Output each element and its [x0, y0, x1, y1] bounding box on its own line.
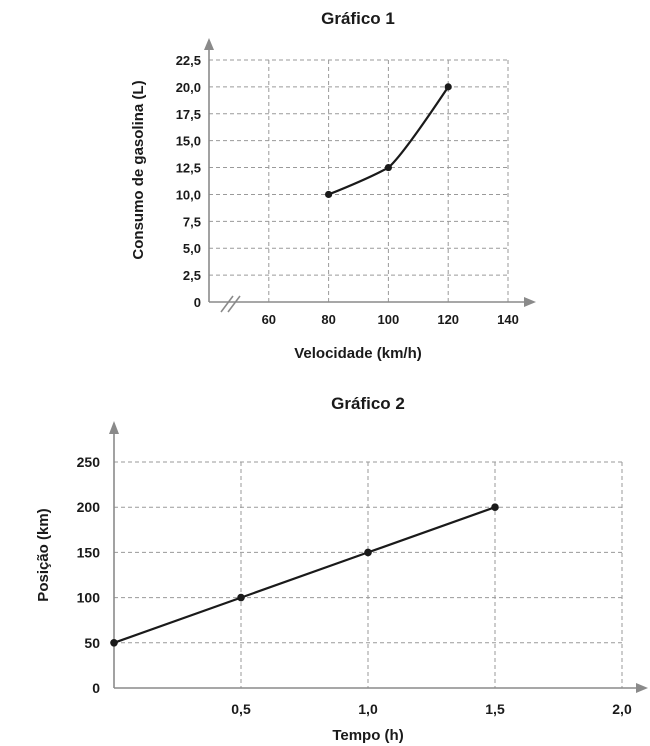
chart-2-y-tick-label: 50	[84, 635, 100, 651]
chart-1-title: Gráfico 1	[321, 9, 395, 28]
chart-2-y-tick-label: 0	[92, 680, 100, 696]
chart-1-grid	[209, 59, 509, 302]
chart-1-x-axis-label: Velocidade (km/h)	[294, 345, 422, 362]
chart-1-y-tick-label: 15,0	[176, 134, 201, 149]
chart-2-series-line	[113, 506, 496, 644]
chart-1-x-tick-label: 120	[437, 312, 459, 327]
chart-2-x-tick-label: 2,0	[612, 701, 632, 717]
chart-1-y-tick-label: 17,5	[176, 107, 201, 122]
chart-1-y-tick-label: 7,5	[183, 214, 201, 229]
chart-2-y-tick-label: 150	[77, 544, 101, 560]
chart-2-x-tick-label: 1,0	[358, 701, 378, 717]
chart-1-y-axis-arrow	[204, 38, 214, 50]
chart-2-data-point	[491, 503, 499, 512]
chart-2-grid	[114, 461, 623, 688]
chart-1-y-tick-label: 0	[194, 295, 201, 310]
chart-1-y-tick-label: 10,0	[176, 187, 201, 202]
chart-1-x-ticks: 60 80 100 120 140	[262, 312, 519, 327]
chart-1-data-point	[444, 83, 452, 91]
chart-2: Gráfico 2 0 50 100 150 200 250 0,5 1,0 1,5 2,0 T…	[35, 394, 648, 744]
chart-2-data-point	[110, 639, 118, 647]
chart-1-y-tick-label: 12,5	[176, 161, 201, 176]
chart-2-x-ticks: 0,5 1,0 1,5 2,0	[231, 701, 632, 717]
chart-2-x-axis-arrow	[636, 683, 648, 693]
chart-2-axes	[109, 421, 648, 693]
chart-1-x-tick-label: 100	[378, 312, 400, 327]
chart-1-series	[325, 83, 452, 199]
chart-1-data-point	[325, 190, 333, 199]
chart-1-data-point	[384, 163, 392, 172]
chart-2-y-tick-label: 250	[77, 454, 101, 470]
chart-2-y-ticks: 0 50 100 150 200 250	[77, 454, 101, 696]
chart-2-title: Gráfico 2	[331, 394, 405, 413]
chart-2-series	[110, 503, 499, 647]
chart-1-y-tick-label: 5,0	[183, 241, 201, 256]
chart-1-y-tick-label: 20,0	[176, 80, 201, 95]
chart-2-x-tick-label: 1,5	[485, 701, 505, 717]
chart-1-x-tick-label: 140	[497, 312, 519, 327]
chart-2-y-axis-arrow	[109, 421, 119, 434]
chart-1-y-tick-label: 2,5	[183, 268, 201, 283]
chart-2-data-point	[364, 548, 372, 557]
chart-1-y-tick-label: 22,5	[176, 53, 201, 68]
chart-2-x-tick-label: 0,5	[231, 701, 251, 717]
chart-1-x-tick-label: 80	[321, 312, 335, 327]
chart-1-axes	[204, 38, 536, 313]
chart-2-y-tick-label: 200	[77, 499, 101, 515]
chart-1-x-axis-arrow	[524, 297, 536, 307]
chart-2-y-axis-label: Posição (km)	[35, 508, 52, 601]
chart-1-y-ticks: 0 2,5 5,0 7,5 10,0 12,5 15,0 17,5 20,0 22,5	[176, 53, 201, 310]
chart-2-y-tick-label: 100	[77, 590, 101, 606]
chart-2-data-point	[237, 593, 245, 602]
chart-1-y-axis-label: Consumo de gasolina (L)	[130, 80, 147, 259]
chart-2-x-axis-label: Tempo (h)	[332, 727, 403, 744]
chart-1-x-tick-label: 60	[262, 312, 276, 327]
chart-1-axis-break-mark	[227, 295, 241, 313]
chart-1: Gráfico 1 0 2,5 5,0 7,5 10,0 12,5 15,0 17,5 20,0…	[130, 9, 536, 362]
chart-1-axis-break-mark	[220, 295, 234, 313]
